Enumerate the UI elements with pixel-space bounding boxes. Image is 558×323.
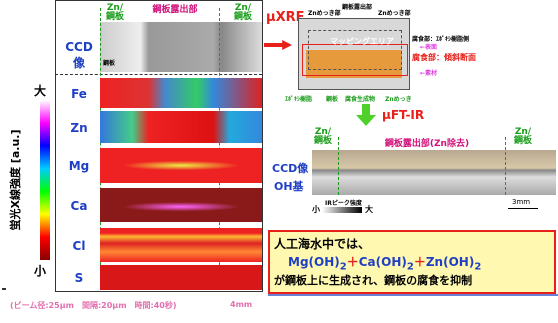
bottom-label: ｴﾎﾟｷｼ樹脂 (285, 94, 312, 103)
scale: 4mm (230, 300, 252, 309)
header: 鋼板露出部(Zn除去) (372, 140, 482, 149)
row-label: S (62, 271, 96, 285)
bottom-label: Znめっき (385, 94, 412, 103)
schematic-label: 鋼板露出部 (342, 2, 372, 11)
ccd-image (100, 22, 262, 72)
side-label: ←表面 (420, 42, 437, 51)
schematic-label: Znめっき部 (308, 8, 341, 17)
gray-bar (322, 207, 362, 213)
row-label: Fe (62, 87, 96, 101)
formula-part: ＋ (414, 255, 426, 269)
section (302, 44, 408, 76)
divider (55, 74, 262, 75)
ccd-label: CCD像 (272, 160, 308, 176)
s-map (100, 265, 262, 290)
mg-map (100, 148, 262, 183)
side-label: 腐食部：傾斜断面 (412, 52, 476, 63)
axis-label: 蛍光X線強度 [a.u.] (7, 110, 23, 250)
conclusion-line: が鋼板上に生成され、鋼板の腐食を抑制 (274, 272, 472, 288)
side-label: ←素材 (420, 68, 437, 77)
oh-label: OH基 (274, 178, 304, 194)
formula-part: 2 (340, 261, 347, 272)
formula: Mg(OH)2＋Ca(OH)2＋Zn(OH)2 (288, 253, 481, 272)
low-label: 小 (312, 204, 320, 215)
cl-map (100, 228, 262, 262)
conclusion-line: 人工海水中では、 (274, 235, 370, 252)
row-label: Mg (62, 159, 96, 173)
arrow (356, 104, 376, 126)
header: 鋼板露出部 (140, 6, 210, 15)
row-label: Zn (62, 121, 96, 135)
formula-part: Ca(OH) (359, 255, 407, 269)
zn-map (100, 111, 262, 143)
slide: Zn/ 鋼板 鋼板露出部 Zn/ 鋼板 鋼板 CCD像 Fe Zn Mg Ca … (0, 0, 558, 323)
schematic-label: Znめっき部 (378, 8, 411, 17)
high-label: 大 (34, 82, 46, 99)
ftir-label: μFT-IR (382, 108, 424, 122)
ir-label: IRピーク強度 (325, 198, 362, 207)
mark (2, 288, 6, 290)
formula-part: Mg(OH) (288, 255, 340, 269)
row-label: CCD像 (62, 40, 96, 71)
arrow (264, 40, 292, 50)
formula-part: 2 (474, 261, 481, 272)
scale-bar (508, 208, 538, 209)
row-label: Cl (62, 239, 96, 253)
high-label: 大 (365, 204, 373, 215)
formula-part: Zn(OH) (426, 255, 474, 269)
rule (268, 294, 558, 296)
divider (338, 137, 339, 195)
ftir-image (312, 150, 556, 195)
formula-part: ＋ (347, 255, 359, 269)
bottom-label: 腐食生成物 (345, 94, 375, 103)
divider (505, 137, 506, 195)
header: Zn/ 鋼板 (100, 4, 130, 22)
scale: 3mm (512, 198, 530, 206)
low-label: 小 (34, 262, 46, 279)
steel-label: 鋼板 (103, 58, 115, 67)
footer: (ビーム径:25μm 間隔:20μm 時間:40秒) (10, 300, 177, 311)
formula-part: 2 (407, 261, 414, 272)
header: Zn/ 鋼板 (228, 4, 258, 22)
row-label: Ca (62, 199, 96, 213)
ca-map (100, 188, 262, 222)
bottom-label: 鋼板 (326, 94, 338, 103)
fe-map (100, 78, 262, 108)
area-label: マッピングエリア (330, 36, 394, 47)
color-bar (40, 100, 50, 260)
header: Zn/ 鋼板 (508, 128, 538, 146)
header: Zn/ 鋼板 (308, 128, 338, 146)
